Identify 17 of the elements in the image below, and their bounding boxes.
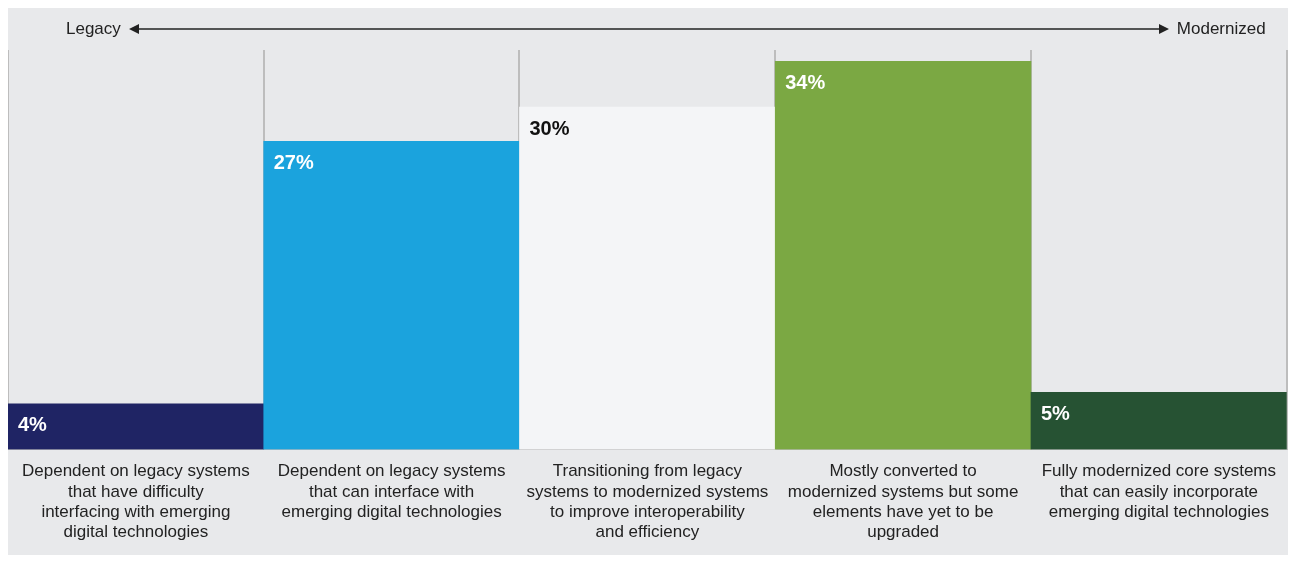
x-tick-label: Fully modernized core systems that can easily incorporate emerging digital technologies — [1041, 461, 1277, 522]
data-label: 34% — [785, 70, 826, 93]
text: Legacy — [66, 19, 121, 39]
bar — [519, 106, 776, 450]
bar — [774, 61, 1032, 450]
data-label: 5% — [1040, 401, 1071, 424]
bar — [1030, 392, 1287, 450]
bar — [263, 140, 520, 450]
x-tick-label: Dependent on legacy systems that have difficulty interfacing with emerging digital technologies — [22, 461, 250, 542]
data-label: 4% — [18, 413, 48, 436]
bar — [8, 403, 265, 450]
text: Modernized — [1176, 19, 1266, 39]
x-tick-label: Dependent on legacy systems that can interface with emerging digital technologies — [277, 461, 506, 522]
data-label: 27% — [273, 150, 314, 173]
x-tick-label: Transitioning from legacy systems to modernized systems to improve interoperability and efficiency — [526, 461, 769, 542]
data-label: 30% — [529, 116, 570, 139]
x-tick-label: Mostly converted to modernized systems but some elements have yet to be upgraded — [787, 461, 1019, 542]
